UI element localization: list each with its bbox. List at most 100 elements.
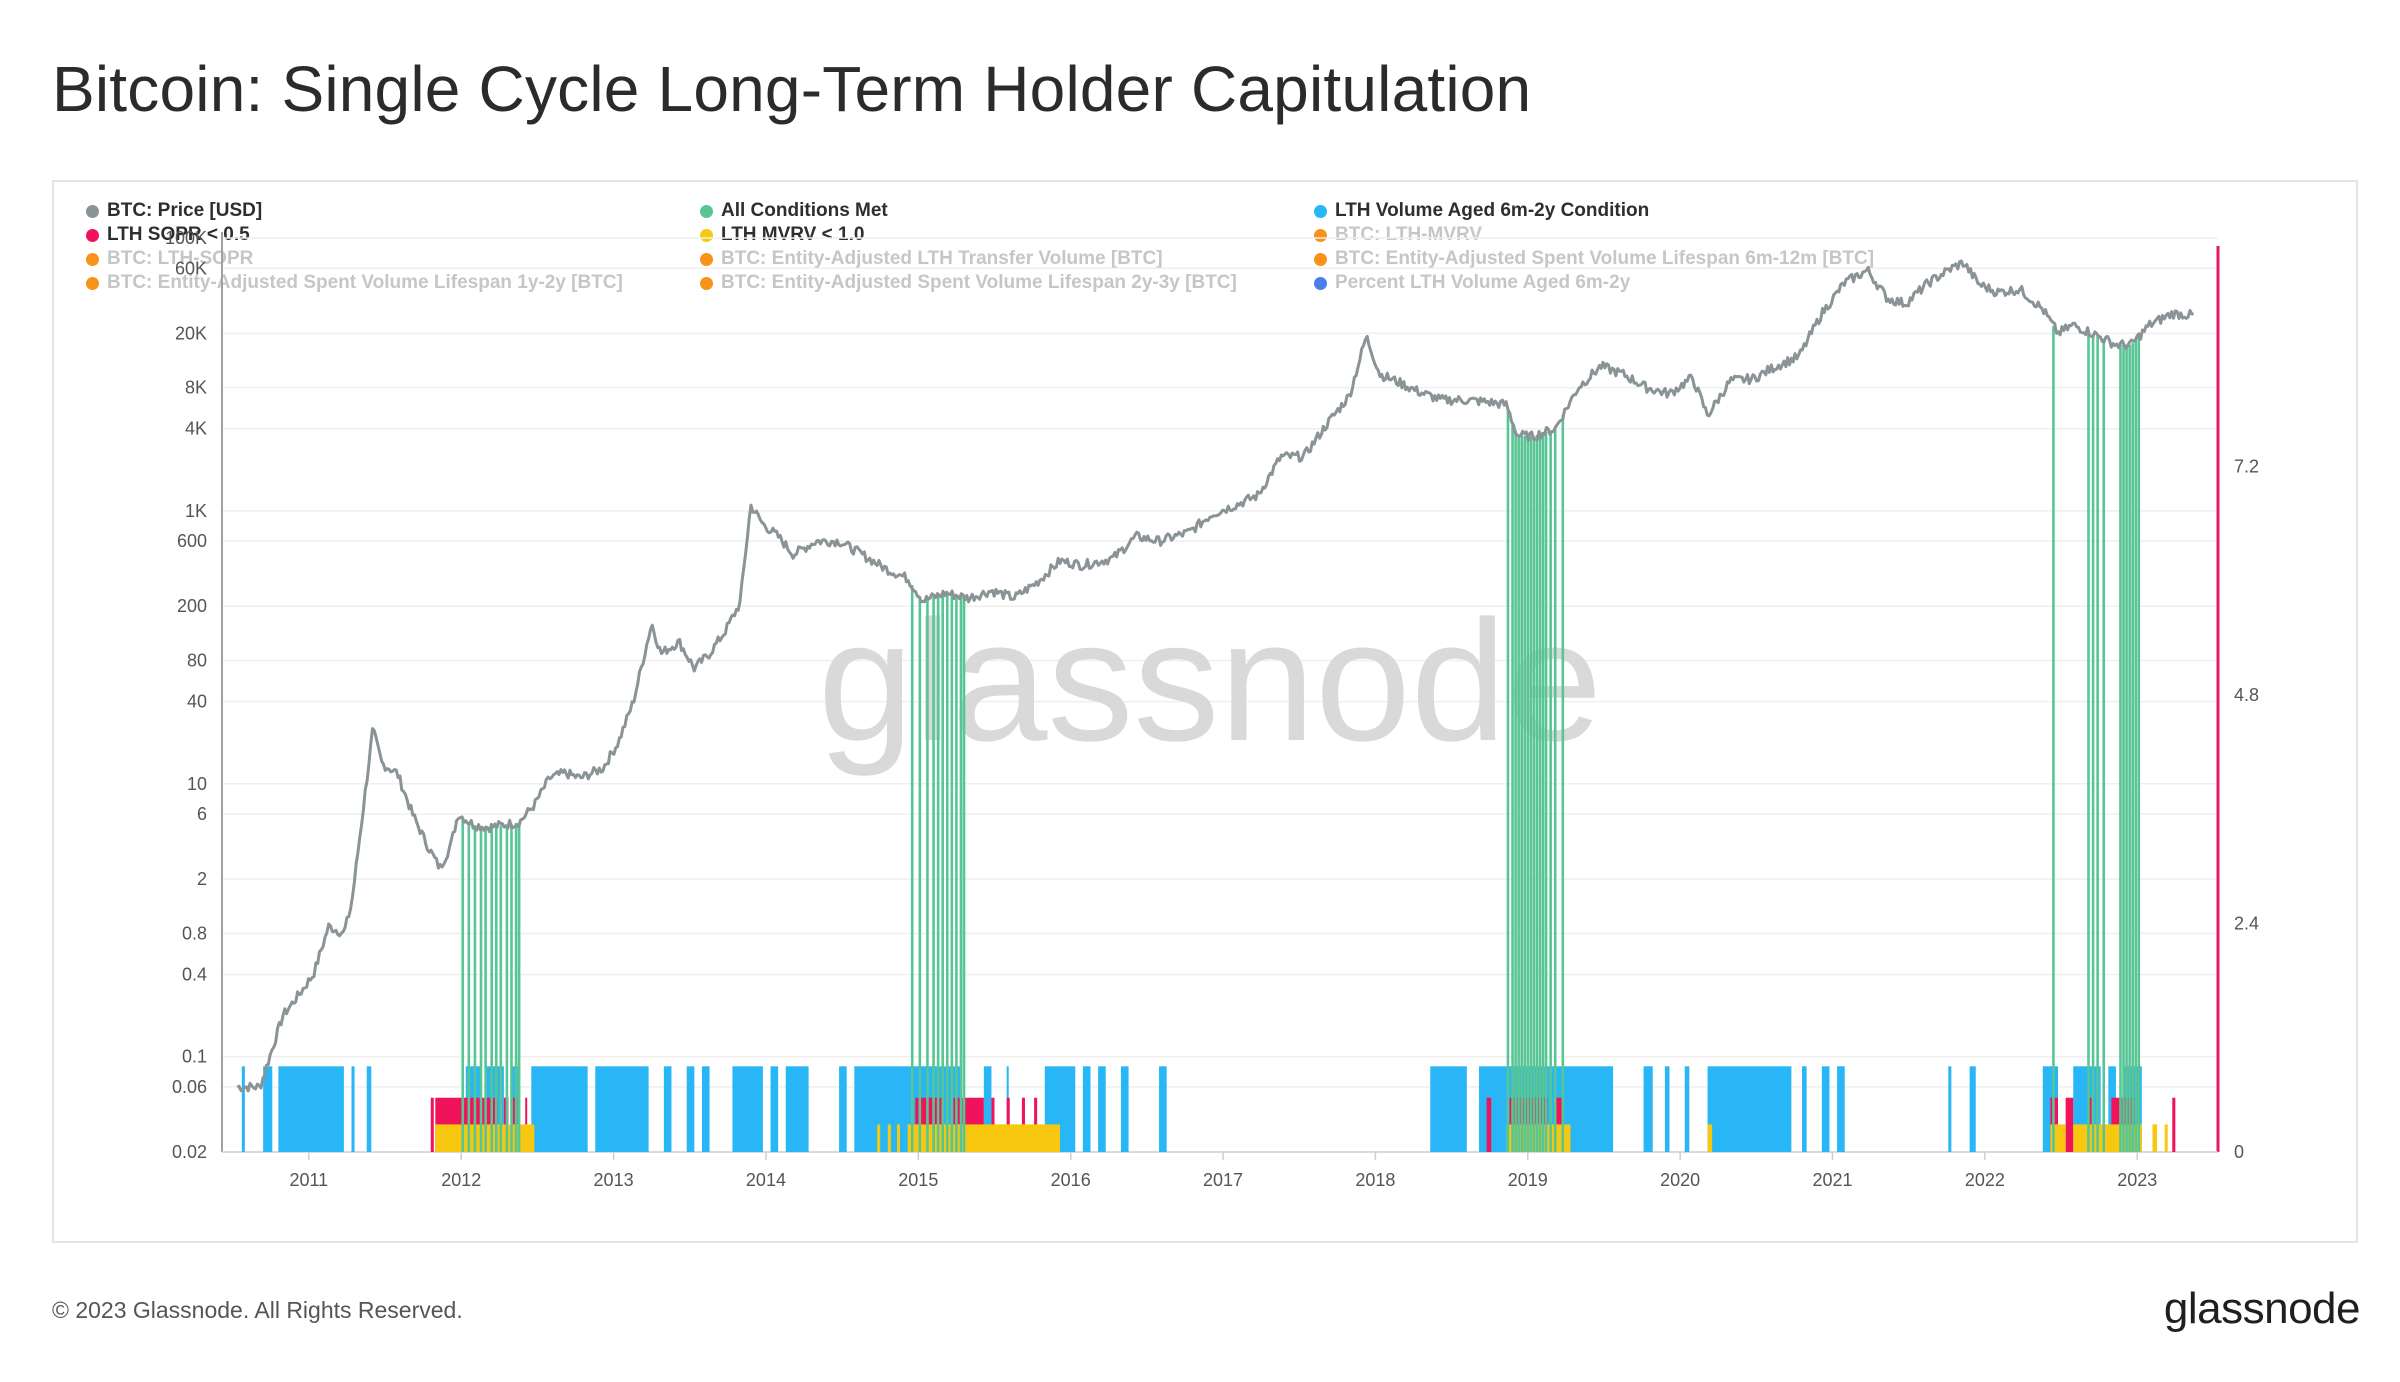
legend-dot-icon: [700, 252, 713, 266]
volume-condition-bar: [839, 1066, 847, 1152]
volume-condition-bar: [983, 1066, 992, 1152]
y-right-tick-label: 7.2: [2234, 457, 2259, 477]
legend-dot-icon: [86, 228, 99, 242]
x-tick-label: 2020: [1660, 1170, 1700, 1190]
y-tick-label: 600: [177, 531, 207, 551]
series-all-conditions: [461, 326, 2141, 1152]
sopr-condition-bar: [430, 1097, 434, 1152]
watermark: glassnode: [818, 585, 1602, 777]
volume-condition-bar: [351, 1066, 355, 1152]
y-tick-label: 1K: [185, 501, 207, 521]
volume-condition-bar: [1821, 1066, 1830, 1152]
y-tick-label: 0.8: [182, 923, 207, 943]
x-tick-label: 2018: [1355, 1170, 1395, 1190]
volume-condition-bar: [278, 1066, 344, 1152]
volume-condition-bar: [1430, 1066, 1467, 1152]
legend-label: BTC: Entity-Adjusted Spent Volume Lifesp…: [721, 272, 1237, 293]
legend-label: BTC: LTH-MVRV: [1335, 224, 1483, 245]
sopr-condition-bar: [1486, 1097, 1492, 1152]
y-right-tick-label: 0: [2234, 1142, 2244, 1162]
legend-item[interactable]: BTC: Price [USD]: [86, 200, 262, 222]
legend-label: Percent LTH Volume Aged 6m-2y: [1335, 272, 1631, 293]
x-tick-label: 2011: [289, 1170, 328, 1190]
x-tick-label: 2021: [1812, 1170, 1852, 1190]
mvrv-condition-bar: [877, 1124, 881, 1152]
volume-condition-bar: [1664, 1066, 1670, 1152]
copyright-text: © 2023 Glassnode. All Rights Reserved.: [52, 1297, 463, 1323]
y-tick-label: 200: [177, 596, 207, 616]
legend-item[interactable]: Percent LTH Volume Aged 6m-2y: [1314, 272, 1630, 294]
x-tick-label: 2019: [1508, 1170, 1548, 1190]
x-tick-label: 2023: [2117, 1170, 2157, 1190]
chart-frame: [52, 180, 2358, 1243]
volume-condition-bar: [1684, 1066, 1690, 1152]
legend-label: BTC: LTH-SOPR: [107, 248, 254, 269]
volume-condition-bar: [1707, 1066, 1792, 1152]
glassnode-logo[interactable]: glassnode: [2163, 1284, 2361, 1333]
legend-item[interactable]: BTC: LTH-SOPR: [86, 248, 253, 270]
volume-condition-bar: [663, 1066, 672, 1152]
volume-condition-bar: [263, 1066, 273, 1152]
y-tick-label: 60K: [175, 258, 207, 278]
volume-condition-bar: [1837, 1066, 1845, 1152]
volume-condition-bar: [1802, 1066, 1807, 1152]
y-tick-label: 0.02: [172, 1142, 207, 1162]
volume-condition-bar: [701, 1066, 710, 1152]
mvrv-condition-bar: [907, 1124, 1061, 1152]
mvrv-condition-bar: [1707, 1124, 1713, 1152]
legend-item[interactable]: LTH SOPR < 0.5: [86, 224, 250, 246]
legend-label: LTH MVRV < 1.0: [721, 224, 865, 245]
y-tick-label: 100K: [165, 228, 207, 248]
legend-item[interactable]: All Conditions Met: [700, 200, 888, 222]
volume-condition-bar: [1948, 1066, 1952, 1152]
legend-item[interactable]: BTC: Entity-Adjusted LTH Transfer Volume…: [700, 248, 1163, 270]
legend-label: LTH SOPR < 0.5: [107, 224, 250, 245]
y-tick-label: 8K: [185, 378, 207, 398]
sopr-condition-bar: [2172, 1097, 2176, 1152]
mvrv-condition-bar: [1506, 1124, 1571, 1152]
x-tick-label: 2015: [898, 1170, 938, 1190]
chart-legend: BTC: Price [USD] All Conditions Met LTH Vo…: [86, 200, 1986, 304]
volume-condition-bar: [241, 1066, 245, 1152]
volume-condition-bar: [366, 1066, 372, 1152]
volume-condition-bar: [1643, 1066, 1653, 1152]
legend-label: BTC: Entity-Adjusted Spent Volume Lifesp…: [1335, 248, 1875, 269]
volume-condition-bar: [732, 1066, 763, 1152]
legend-label: All Conditions Met: [721, 200, 888, 221]
y-tick-label: 4K: [185, 419, 207, 439]
legend-label: BTC: Entity-Adjusted LTH Transfer Volume…: [721, 248, 1163, 269]
volume-condition-bar: [1159, 1066, 1167, 1152]
y-tick-label: 6: [197, 804, 207, 824]
legend-dot-icon: [700, 276, 713, 290]
legend-dot-icon: [1314, 276, 1327, 290]
x-tick-label: 2014: [746, 1170, 786, 1190]
mvrv-condition-bar: [887, 1124, 891, 1152]
y-right-tick-label: 4.8: [2234, 685, 2259, 705]
volume-condition-bar: [686, 1066, 695, 1152]
legend-item[interactable]: BTC: Entity-Adjusted Spent Volume Lifesp…: [700, 272, 1237, 294]
legend-item[interactable]: BTC: Entity-Adjusted Spent Volume Lifesp…: [86, 272, 623, 294]
legend-label: LTH Volume Aged 6m-2y Condition: [1335, 200, 1650, 221]
y-tick-label: 10: [187, 774, 207, 794]
mvrv-condition-bar: [2152, 1124, 2158, 1152]
mvrv-condition-bar: [896, 1124, 901, 1152]
legend-dot-icon: [86, 276, 99, 290]
legend-label: BTC: Price [USD]: [107, 200, 263, 221]
volume-condition-bar: [595, 1066, 649, 1152]
legend-dot-icon: [86, 204, 99, 218]
page-title: Bitcoin: Single Cycle Long-Term Holder C…: [52, 53, 1532, 125]
mvrv-condition-bar: [2164, 1124, 2168, 1152]
sopr-condition-bar: [2065, 1097, 2074, 1152]
y-tick-label: 0.1: [182, 1047, 207, 1067]
legend-item[interactable]: BTC: Entity-Adjusted Spent Volume Lifesp…: [1314, 248, 1874, 270]
volume-condition-bar: [1120, 1066, 1129, 1152]
legend-item[interactable]: LTH Volume Aged 6m-2y Condition: [1314, 200, 1649, 222]
volume-condition-bar: [531, 1066, 588, 1152]
legend-dot-icon: [1314, 252, 1327, 266]
x-tick-label: 2022: [1965, 1170, 2005, 1190]
volume-condition-bar: [1082, 1066, 1091, 1152]
y-tick-label: 80: [187, 651, 207, 671]
y-tick-label: 0.4: [182, 964, 207, 984]
y-tick-label: 2: [197, 869, 207, 889]
